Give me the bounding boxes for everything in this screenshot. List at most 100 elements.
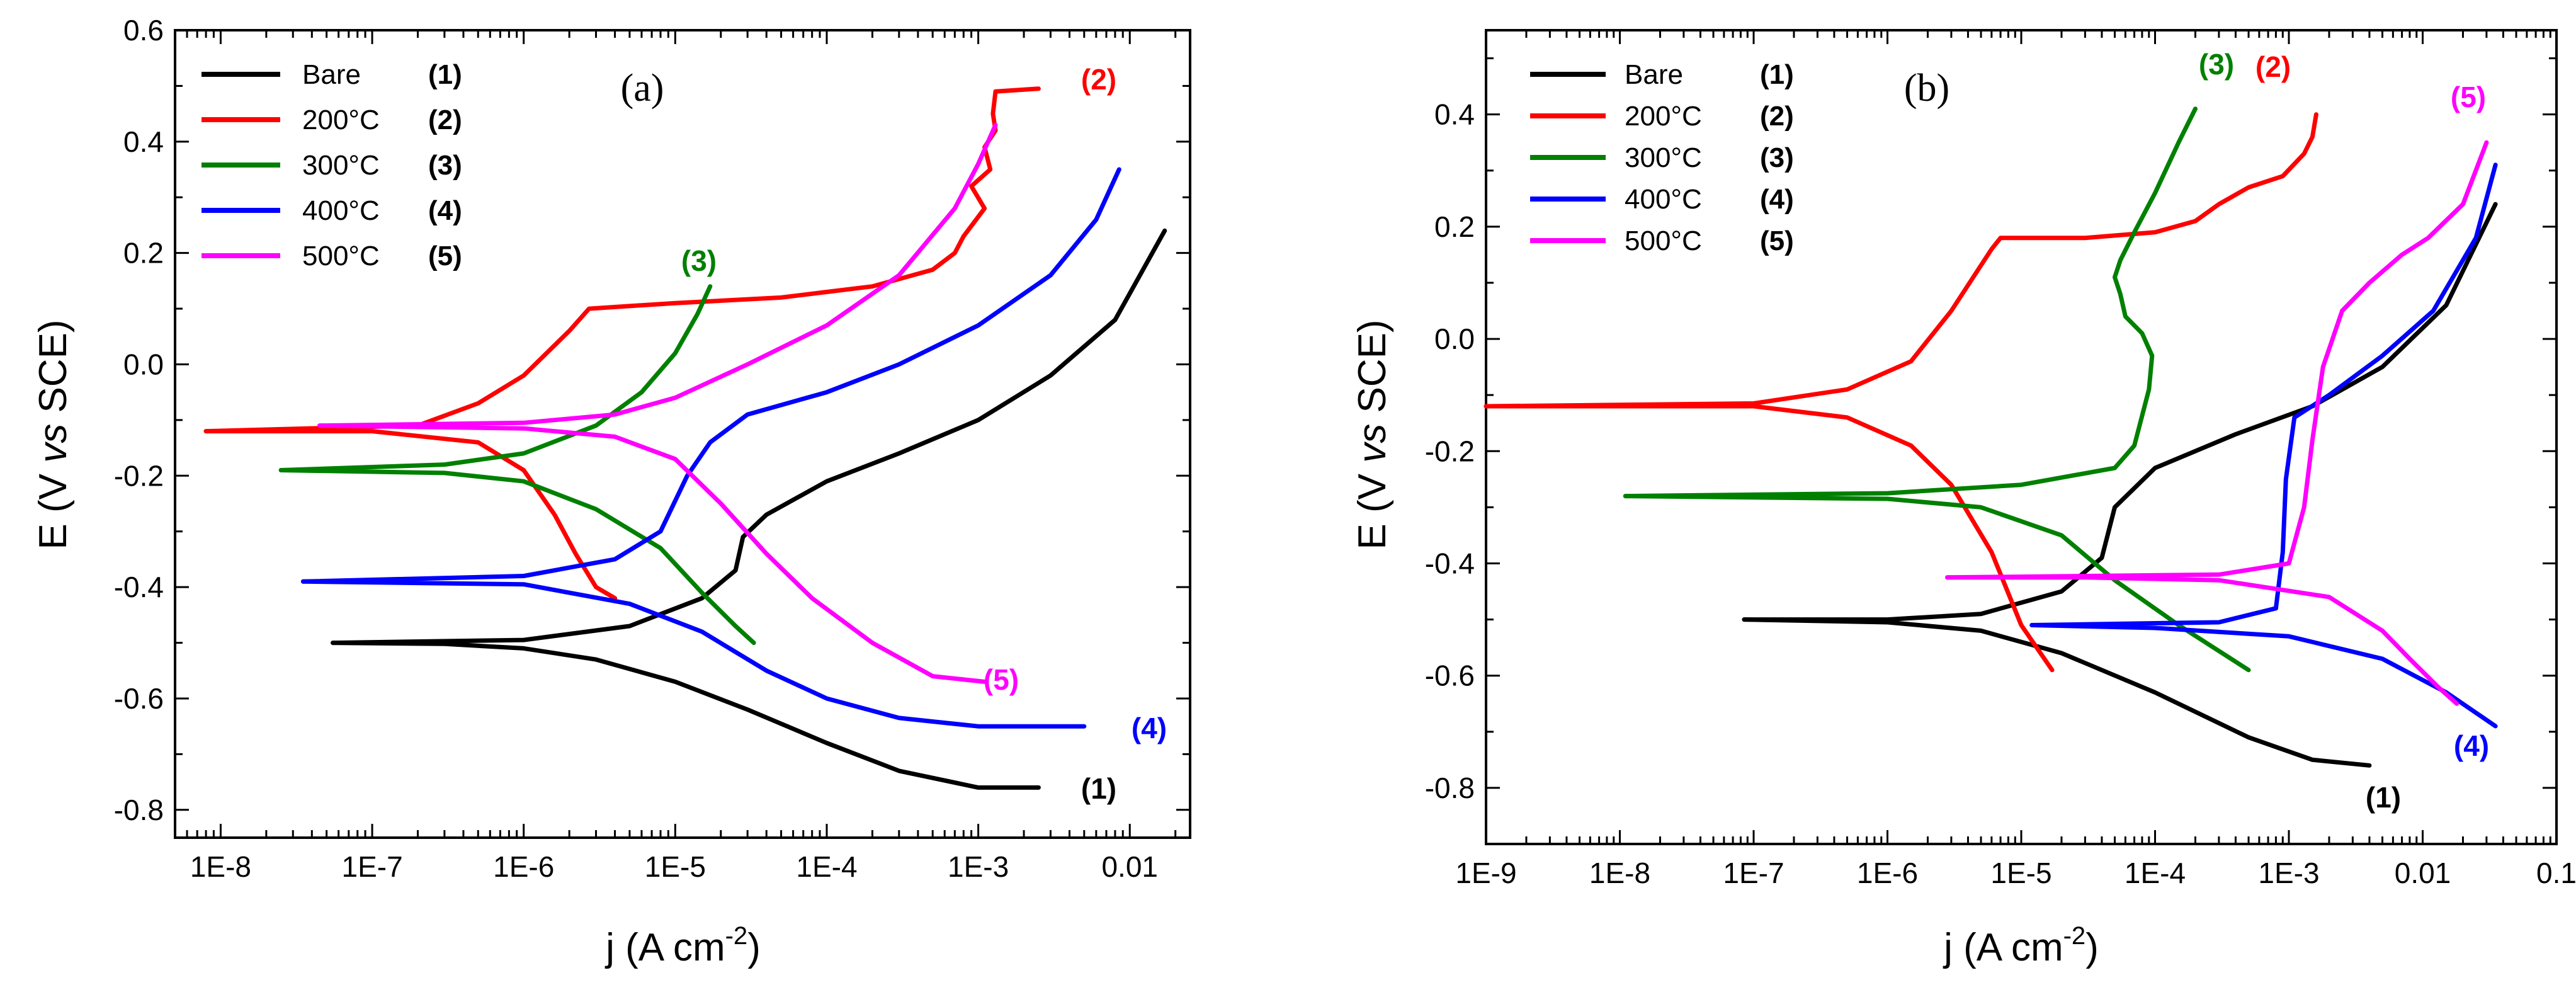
legend: Bare (1) 200°C (2) 300°C (3) 400°C (4) 500°C (5) <box>1530 59 1794 256</box>
panel-label: (a) <box>621 67 664 110</box>
curve-500°C-cathodic <box>317 423 987 684</box>
y-tick-label: -0.2 <box>114 459 164 492</box>
y-axis-title-vs: vs <box>31 424 75 463</box>
y-axis-title: E (V vs SCE) <box>31 319 75 549</box>
legend-entry-num: (1) <box>428 59 462 90</box>
y-tick-label: 0.4 <box>123 125 164 158</box>
x-tick-label: 1E-5 <box>1990 857 2051 889</box>
curve-300°C-anodic <box>278 284 713 472</box>
y-tick-label: -0.2 <box>1425 435 1475 467</box>
x-axis-title-sup: -2 <box>725 922 748 950</box>
legend-entry-num: (2) <box>1760 101 1794 132</box>
curve-label-3: (3) <box>681 244 717 277</box>
x-tick-label: 1E-4 <box>2125 857 2186 889</box>
legend-entry-num: (5) <box>428 241 462 271</box>
y-tick-label: 0.0 <box>1434 322 1475 355</box>
curve-200°C-cathodic <box>1484 404 2055 673</box>
panel-label: (b) <box>1904 67 1949 110</box>
curve-label-2: (2) <box>1081 63 1116 96</box>
curve-400°C-cathodic <box>300 579 1087 729</box>
legend: Bare (1) 200°C (2) 300°C (3) 400°C (4) 500°C (5) <box>201 59 462 271</box>
legend-entry-num: (3) <box>428 150 462 181</box>
curve-Bare-cathodic <box>331 641 1041 790</box>
x-tick-label: 0.01 <box>1101 850 1158 883</box>
x-tick-label: 1E-7 <box>341 850 402 883</box>
curve-300°C-cathodic <box>278 468 756 646</box>
y-tick-label: -0.6 <box>1425 659 1475 692</box>
curve-300°C-anodic <box>1623 106 2198 499</box>
y-axis-title: E (V vs SCE) <box>1351 319 1394 549</box>
y-tick-label: -0.4 <box>1425 547 1475 579</box>
curve-label-3: (3) <box>2199 48 2234 81</box>
x-axis-title: j (A cm-2) <box>1943 922 2099 969</box>
chart-panel-b: 1E-9 1E-8 1E-7 1E-6 1E-5 1E-4 1E-3 0.01 0.1 -0.8 -… <box>1351 29 2576 969</box>
chart-panel-a: 1E-8 1E-7 1E-6 1E-5 1E-4 1E-3 0.01 -0.8 -0.6 -0.4… <box>31 14 1191 969</box>
x-tick-label: 1E-9 <box>1455 857 1516 889</box>
y-tick-label: -0.8 <box>114 794 164 826</box>
x-tick-label: 1E-6 <box>1857 857 1918 889</box>
y-tick-label: 0.4 <box>1434 98 1475 131</box>
curve-200°C-cathodic <box>203 429 618 601</box>
x-axis-title-end: ) <box>2085 926 2099 969</box>
legend-entry-num: (1) <box>1760 59 1794 90</box>
legend-entry-name: 500°C <box>1625 225 1702 256</box>
curve-Bare-anodic <box>1742 202 2498 622</box>
legend-entry-name: 300°C <box>302 150 380 181</box>
curve-label-1: (1) <box>1081 772 1116 805</box>
legend-entry-name: 200°C <box>302 105 380 135</box>
legend-entry-num: (3) <box>1760 142 1794 173</box>
curve-500°C-anodic <box>317 122 998 428</box>
legend-entry-name: 400°C <box>1625 184 1702 215</box>
legend-entry-name: Bare <box>1625 59 1683 90</box>
legend-entry-num: (5) <box>1760 225 1794 256</box>
curve-500°C-anodic <box>1945 140 2489 580</box>
x-tick-label: 0.1 <box>2536 857 2576 889</box>
curve-Bare-anodic <box>331 228 1167 646</box>
y-axis-title-end: SCE) <box>31 319 75 423</box>
x-tick-label: 0.01 <box>2395 857 2451 889</box>
curve-400°C-anodic <box>300 167 1121 584</box>
legend-entry-num: (4) <box>428 195 462 226</box>
x-axis-title-main: j (A cm <box>1943 926 2063 969</box>
curve-label-5: (5) <box>984 663 1019 696</box>
x-tick-label: 1E-8 <box>190 850 251 883</box>
curve-400°C-cathodic <box>2029 623 2498 729</box>
x-axis-title-end: ) <box>747 926 761 969</box>
y-tick-label: 0.2 <box>1434 210 1475 243</box>
y-axis-title-vs: vs <box>1351 424 1394 463</box>
x-tick-label: 1E-3 <box>2258 857 2319 889</box>
curve-label-4: (4) <box>2454 729 2489 762</box>
y-axis-title-main: E (V <box>1351 463 1394 550</box>
legend-entry-name: 500°C <box>302 241 380 271</box>
y-tick-label: 0.0 <box>123 348 164 380</box>
x-tick-label: 1E-7 <box>1723 857 1784 889</box>
legend-entry-num: (4) <box>1760 184 1794 215</box>
curve-400°C-anodic <box>2029 162 2498 627</box>
curve-label-5: (5) <box>2451 81 2486 113</box>
legend-entry-name: 200°C <box>1625 101 1702 132</box>
y-tick-label: -0.8 <box>1425 772 1475 804</box>
legend-entry-num: (2) <box>428 105 462 135</box>
curve-Bare-cathodic <box>1742 617 2372 768</box>
y-tick-label: 0.2 <box>123 237 164 270</box>
y-tick-label: -0.4 <box>114 571 164 603</box>
x-tick-label: 1E-5 <box>645 850 706 883</box>
curve-label-1: (1) <box>2366 781 2401 814</box>
x-tick-label: 1E-3 <box>948 850 1009 883</box>
legend-entry-name: 300°C <box>1625 142 1702 173</box>
x-tick-label: 1E-4 <box>796 850 857 883</box>
curve-label-2: (2) <box>2255 50 2291 83</box>
x-tick-label: 1E-6 <box>493 850 554 883</box>
y-axis-title-main: E (V <box>31 463 75 550</box>
plot-frame <box>174 29 1191 839</box>
legend-entry-name: 400°C <box>302 195 380 226</box>
curve-200°C-anodic <box>1484 112 2318 409</box>
curve-label-4: (4) <box>1132 712 1167 744</box>
x-axis-title-main: j (A cm <box>604 926 725 969</box>
x-axis-title-sup: -2 <box>2063 922 2086 950</box>
y-tick-label: 0.6 <box>123 14 164 47</box>
x-tick-label: 1E-8 <box>1589 857 1650 889</box>
y-tick-label: -0.6 <box>114 682 164 715</box>
legend-entry-name: Bare <box>302 59 361 90</box>
